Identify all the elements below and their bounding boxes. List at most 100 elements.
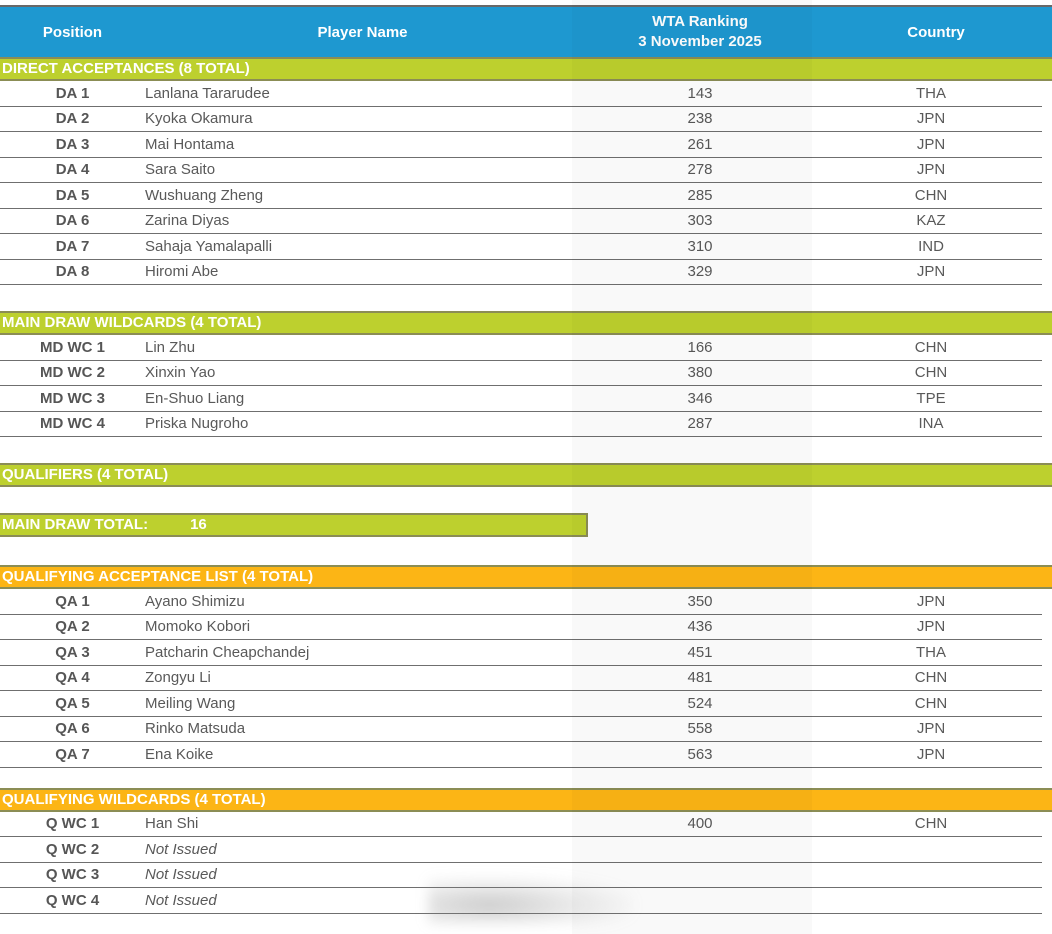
table-row: DA 1 Lanlana Tararudee 143 THA xyxy=(0,81,1042,107)
table-row: QA 4 Zongyu Li 481 CHN xyxy=(0,666,1042,691)
player-name-cell: Not Issued xyxy=(145,840,217,858)
ranking-cell: 166 xyxy=(687,338,713,356)
acceptance-list-body: DIRECT ACCEPTANCES (8 TOTAL) DA 1 Lanlana … xyxy=(0,57,1052,914)
player-name-cell: En-Shuo Liang xyxy=(145,389,245,407)
ranking-cell: 451 xyxy=(687,643,713,661)
ranking-cell: 400 xyxy=(687,815,713,833)
country-cell: JPN xyxy=(916,592,946,610)
country-cell: JPN xyxy=(916,745,946,763)
column-header-player-name: Player Name xyxy=(317,23,408,41)
country-cell: CHN xyxy=(914,186,948,204)
country-cell: JPN xyxy=(916,135,946,153)
table-row: MD WC 2 Xinxin Yao 380 CHN xyxy=(0,361,1042,386)
ranking-cell: 329 xyxy=(687,263,713,281)
player-name-cell: Han Shi xyxy=(145,815,199,833)
player-name-cell: Zarina Diyas xyxy=(145,212,230,230)
player-name-cell: Not Issued xyxy=(145,891,217,909)
column-header-ranking-line2: 3 November 2025 xyxy=(638,33,762,50)
country-cell: THA xyxy=(916,643,946,661)
ranking-cell: 346 xyxy=(687,389,713,407)
position-cell: MD WC 2 xyxy=(40,364,105,382)
table-row: MD WC 3 En-Shuo Liang 346 TPE xyxy=(0,386,1042,412)
country-cell: CHN xyxy=(914,669,948,687)
table-row: QA 5 Meiling Wang 524 CHN xyxy=(0,691,1042,717)
position-cell: QA 2 xyxy=(55,618,90,636)
section-qualifying-acceptance-list: QUALIFYING ACCEPTANCE LIST (4 TOTAL) QA 1… xyxy=(0,565,1052,768)
section-header-qualifying-acceptance-list: QUALIFYING ACCEPTANCE LIST (4 TOTAL) xyxy=(0,565,1052,589)
country-cell: CHN xyxy=(914,694,948,712)
position-cell: DA 7 xyxy=(55,237,90,255)
ranking-cell: 238 xyxy=(687,110,713,128)
table-row: DA 3 Mai Hontama 261 JPN xyxy=(0,132,1042,158)
ranking-cell: 143 xyxy=(687,84,713,102)
player-name-cell: Ena Koike xyxy=(145,745,214,763)
section-total-value: 16 xyxy=(190,516,207,533)
section-header-main-draw-total: MAIN DRAW TOTAL: 16 xyxy=(0,513,588,537)
column-header-wta-ranking: WTA Ranking 3 November 2025 xyxy=(580,7,820,57)
ranking-cell: 524 xyxy=(687,694,713,712)
player-name-cell: Not Issued xyxy=(145,866,217,884)
table-row: QA 3 Patcharin Cheapchandej 451 THA xyxy=(0,640,1042,666)
ranking-cell: 563 xyxy=(687,745,713,763)
table-row: QA 6 Rinko Matsuda 558 JPN xyxy=(0,717,1042,742)
country-cell: CHN xyxy=(914,364,948,382)
ranking-cell: 436 xyxy=(687,618,713,636)
table-row: Q WC 1 Han Shi 400 CHN xyxy=(0,812,1042,837)
position-cell: QA 6 xyxy=(55,720,90,738)
player-name-cell: Momoko Kobori xyxy=(145,618,251,636)
position-cell: DA 1 xyxy=(55,84,90,102)
position-cell: MD WC 3 xyxy=(40,389,105,407)
player-name-cell: Priska Nugroho xyxy=(145,415,249,433)
table-row: DA 5 Wushuang Zheng 285 CHN xyxy=(0,183,1042,209)
position-cell: QA 1 xyxy=(55,592,90,610)
country-cell: JPN xyxy=(916,110,946,128)
position-cell: DA 8 xyxy=(55,263,90,281)
position-cell: MD WC 4 xyxy=(40,415,105,433)
table-row: DA 7 Sahaja Yamalapalli 310 IND xyxy=(0,234,1042,260)
ranking-cell: 310 xyxy=(687,237,713,255)
table-row: DA 4 Sara Saito 278 JPN xyxy=(0,158,1042,183)
ranking-cell: 350 xyxy=(687,592,713,610)
player-name-cell: Sahaja Yamalapalli xyxy=(145,237,273,255)
ranking-cell: 287 xyxy=(687,415,713,433)
country-cell: THA xyxy=(916,84,946,102)
table-row: DA 2 Kyoka Okamura 238 JPN xyxy=(0,107,1042,132)
top-margin xyxy=(0,0,1052,5)
player-name-cell: Hiromi Abe xyxy=(145,263,219,281)
position-cell: DA 4 xyxy=(55,161,90,179)
table-row: DA 8 Hiromi Abe 329 JPN xyxy=(0,260,1042,285)
position-cell: QA 3 xyxy=(55,643,90,661)
table-row: QA 2 Momoko Kobori 436 JPN xyxy=(0,615,1042,640)
table-row: MD WC 1 Lin Zhu 166 CHN xyxy=(0,335,1042,361)
ranking-cell: 558 xyxy=(687,720,713,738)
player-name-cell: Sara Saito xyxy=(145,161,216,179)
table-row: Q WC 3 Not Issued xyxy=(0,863,1042,888)
section-header-main-draw-wildcards: MAIN DRAW WILDCARDS (4 TOTAL) xyxy=(0,311,1052,335)
player-name-cell: Wushuang Zheng xyxy=(145,186,264,204)
country-cell: TPE xyxy=(916,389,946,407)
player-name-cell: Zongyu Li xyxy=(145,669,211,687)
column-header-position: Position xyxy=(42,23,103,41)
table-row: DA 6 Zarina Diyas 303 KAZ xyxy=(0,209,1042,234)
position-cell: Q WC 4 xyxy=(45,891,100,909)
position-cell: DA 2 xyxy=(55,110,90,128)
ranking-cell: 278 xyxy=(687,161,713,179)
player-name-cell: Xinxin Yao xyxy=(145,364,216,382)
country-cell: IND xyxy=(918,237,944,255)
position-cell: QA 4 xyxy=(55,669,90,687)
country-cell: INA xyxy=(918,415,944,433)
player-name-cell: Patcharin Cheapchandej xyxy=(145,643,310,661)
section-title: QUALIFYING ACCEPTANCE LIST (4 TOTAL) xyxy=(2,568,314,585)
table-header-row: Position Player Name WTA Ranking 3 Novem… xyxy=(0,5,1052,57)
section-title: MAIN DRAW WILDCARDS (4 TOTAL) xyxy=(2,314,262,331)
table-row: QA 7 Ena Koike 563 JPN xyxy=(0,742,1042,768)
table-row: QA 1 Ayano Shimizu 350 JPN xyxy=(0,589,1042,615)
section-title: QUALIFIERS (4 TOTAL) xyxy=(2,466,169,483)
ranking-cell: 303 xyxy=(687,212,713,230)
position-cell: Q WC 1 xyxy=(45,815,100,833)
country-cell: CHN xyxy=(914,815,948,833)
position-cell: Q WC 2 xyxy=(45,840,100,858)
position-cell: DA 5 xyxy=(55,186,90,204)
player-name-cell: Lanlana Tararudee xyxy=(145,84,270,102)
player-name-cell: Rinko Matsuda xyxy=(145,720,246,738)
